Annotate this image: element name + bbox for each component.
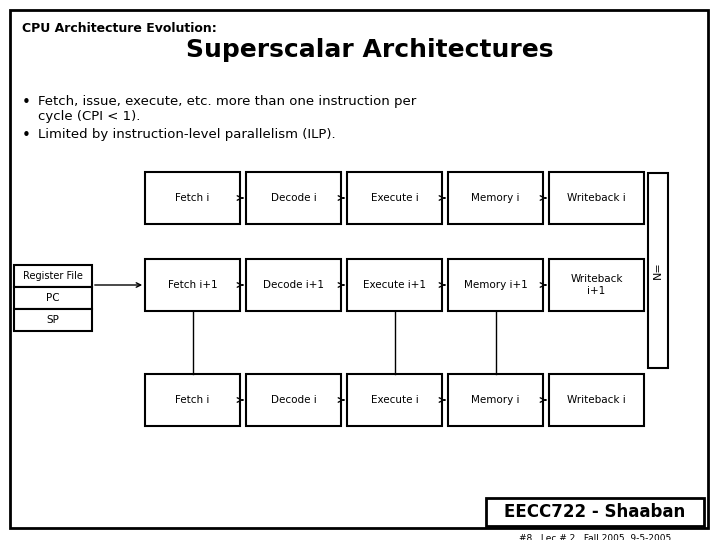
Text: •: • (22, 128, 31, 143)
Text: EECC722 - Shaaban: EECC722 - Shaaban (505, 503, 685, 521)
Bar (347, 259, 442, 311)
Bar (486, 498, 704, 526)
Text: Writeback
i+1: Writeback i+1 (570, 274, 623, 296)
Text: CPU Architecture Evolution:: CPU Architecture Evolution: (22, 22, 217, 35)
Bar (145, 259, 240, 311)
Text: Superscalar Architectures: Superscalar Architectures (186, 38, 554, 62)
Text: Decode i: Decode i (271, 193, 316, 203)
Text: Execute i: Execute i (371, 395, 418, 405)
Bar (14, 309, 92, 331)
Text: Writeback i: Writeback i (567, 193, 626, 203)
Text: •: • (22, 95, 31, 110)
Text: Decode i+1: Decode i+1 (263, 280, 324, 290)
Text: Memory i+1: Memory i+1 (464, 280, 527, 290)
Text: Execute i+1: Execute i+1 (363, 280, 426, 290)
Text: PC: PC (46, 293, 60, 303)
Text: Fetch i+1: Fetch i+1 (168, 280, 217, 290)
Bar (246, 259, 341, 311)
Text: Fetch, issue, execute, etc. more than one instruction per
cycle (CPI < 1).: Fetch, issue, execute, etc. more than on… (38, 95, 416, 123)
Text: Memory i: Memory i (472, 193, 520, 203)
Text: Writeback i: Writeback i (567, 395, 626, 405)
Bar (549, 259, 644, 311)
Bar (145, 374, 240, 426)
Bar (246, 172, 341, 224)
Text: Register File: Register File (23, 271, 83, 281)
Bar (347, 374, 442, 426)
Text: Fetch i: Fetch i (175, 193, 210, 203)
Bar (14, 265, 92, 287)
Bar (145, 172, 240, 224)
Bar (347, 172, 442, 224)
Bar (448, 172, 543, 224)
Bar (648, 173, 668, 368)
Bar (448, 374, 543, 426)
Bar (448, 259, 543, 311)
Bar (14, 287, 92, 309)
Text: Execute i: Execute i (371, 193, 418, 203)
Text: Fetch i: Fetch i (175, 395, 210, 405)
Text: SP: SP (47, 315, 60, 325)
Bar (549, 374, 644, 426)
Text: Memory i: Memory i (472, 395, 520, 405)
Bar (246, 374, 341, 426)
Text: Limited by instruction-level parallelism (ILP).: Limited by instruction-level parallelism… (38, 128, 336, 141)
Text: Decode i: Decode i (271, 395, 316, 405)
Text: #8   Lec # 2   Fall 2005  9-5-2005: #8 Lec # 2 Fall 2005 9-5-2005 (519, 534, 671, 540)
Text: N=: N= (653, 261, 663, 279)
Bar (549, 172, 644, 224)
